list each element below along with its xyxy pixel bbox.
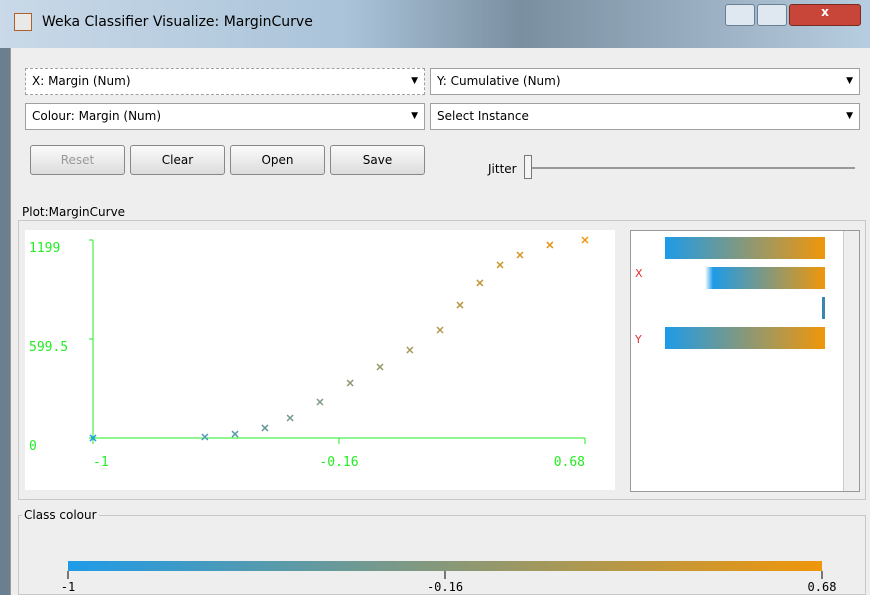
y-tick-label: 599.5 bbox=[29, 340, 68, 355]
data-point bbox=[232, 431, 238, 437]
attribute-bar bbox=[665, 297, 825, 319]
maximize-button[interactable] bbox=[757, 4, 787, 26]
data-point bbox=[517, 252, 523, 258]
x-tick-label: -0.16 bbox=[319, 455, 358, 470]
jitter-track bbox=[525, 167, 855, 169]
save-button[interactable]: Save bbox=[330, 145, 425, 175]
title-bar: Weka Classifier Visualize: MarginCurve x bbox=[0, 0, 870, 48]
class-colour-title: Class colour bbox=[22, 508, 99, 522]
class-colour-legend: -1 -0.16 0.68 bbox=[20, 555, 860, 595]
minimize-button[interactable] bbox=[725, 4, 755, 26]
data-point bbox=[202, 434, 208, 440]
window-title: Weka Classifier Visualize: MarginCurve bbox=[42, 14, 313, 30]
scrollbar[interactable] bbox=[843, 231, 859, 491]
reset-button[interactable]: Reset bbox=[30, 145, 125, 175]
attribute-bar bbox=[665, 237, 825, 259]
jitter-slider[interactable] bbox=[524, 155, 532, 179]
data-point bbox=[457, 302, 463, 308]
data-point bbox=[497, 262, 503, 268]
data-point bbox=[377, 364, 383, 370]
jitter-label: Jitter bbox=[488, 162, 517, 176]
y-marker: Y bbox=[635, 333, 642, 346]
open-button[interactable]: Open bbox=[230, 145, 325, 175]
colour-bar bbox=[68, 561, 822, 571]
data-point bbox=[287, 415, 293, 421]
colour-dropdown[interactable]: Colour: Margin (Num) bbox=[25, 103, 425, 130]
screen: Weka Classifier Visualize: MarginCurve x… bbox=[0, 0, 870, 595]
attribute-panel: X Y bbox=[630, 230, 860, 492]
y-tick-label: 1199 bbox=[29, 241, 60, 256]
x-tick-label: -1 bbox=[93, 455, 109, 470]
x-axis-dropdown[interactable]: X: Margin (Num) bbox=[25, 68, 425, 95]
plot-title: Plot:MarginCurve bbox=[22, 205, 125, 219]
data-point bbox=[547, 242, 553, 248]
legend-tick-label: -1 bbox=[61, 580, 75, 594]
data-point bbox=[317, 399, 323, 405]
x-tick-label: 0.68 bbox=[554, 455, 585, 470]
close-button[interactable]: x bbox=[789, 4, 861, 26]
data-point bbox=[582, 237, 588, 243]
plot-area: -1 -0.16 0.68 0 599.5 1199 bbox=[25, 230, 615, 490]
legend-tick-label: 0.68 bbox=[808, 580, 837, 594]
app-icon bbox=[14, 13, 32, 31]
clear-button[interactable]: Clear bbox=[130, 145, 225, 175]
attribute-bar bbox=[665, 267, 825, 289]
data-point bbox=[347, 380, 353, 386]
attribute-bar bbox=[665, 327, 825, 349]
data-point bbox=[477, 280, 483, 286]
data-point bbox=[262, 425, 268, 431]
legend-tick-label: -0.16 bbox=[427, 580, 463, 594]
y-axis-dropdown[interactable]: Y: Cumulative (Num) bbox=[430, 68, 860, 95]
select-instance-dropdown[interactable]: Select Instance bbox=[430, 103, 860, 130]
y-tick-label: 0 bbox=[29, 439, 37, 454]
x-marker: X bbox=[635, 267, 643, 280]
data-point bbox=[407, 347, 413, 353]
data-point bbox=[437, 327, 443, 333]
